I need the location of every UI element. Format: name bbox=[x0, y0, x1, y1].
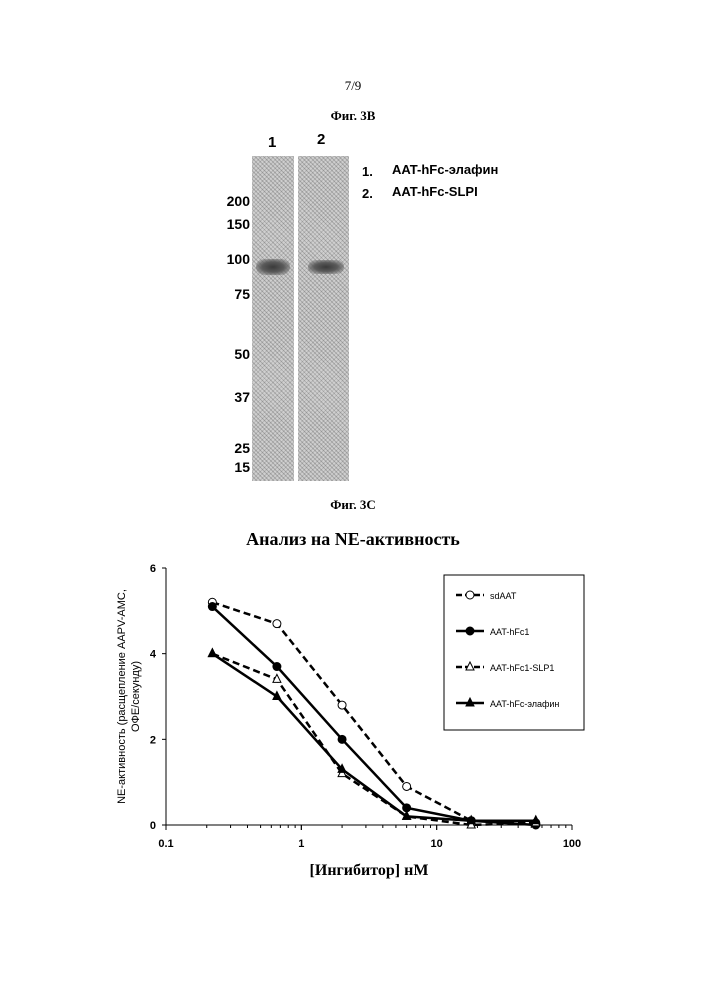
lane-label-1: 1 bbox=[268, 134, 276, 151]
gel-band-lane-2 bbox=[308, 260, 344, 274]
mw-marker-150: 150 bbox=[210, 216, 250, 232]
gel-legend-label-2: AAT-hFc-SLPI bbox=[392, 184, 478, 199]
mw-marker-200: 200 bbox=[210, 193, 250, 209]
x-tick-label: 1 bbox=[298, 838, 304, 850]
chart-legend: sdAAT AAT-hFc1 AAT-hFc1-SLP1 AAT-hFc-элафин bbox=[444, 575, 584, 730]
legend-entry-label: AAT-hFc1 bbox=[490, 627, 529, 637]
x-axis-label: [Ингибитор] нМ bbox=[310, 862, 429, 879]
mw-marker-75: 75 bbox=[210, 286, 250, 302]
mw-marker-100: 100 bbox=[210, 251, 250, 267]
y-tick-label: 0 bbox=[150, 820, 156, 832]
data-point bbox=[273, 620, 281, 628]
y-axis-label-line: ОФЕ/секунду) bbox=[130, 661, 142, 732]
figure-3c-title: Фиг. 3С bbox=[0, 497, 706, 513]
ne-activity-chart: 0 2 4 6 0.1 1 10 100 sdAAT AAT-hFc1 AAT-hFc1-SLP1… bbox=[0, 555, 706, 885]
x-tick-label: 100 bbox=[563, 838, 581, 850]
gel-legend-num-1: 1. bbox=[362, 164, 373, 179]
legend-entry-label: AAT-hFc1-SLP1 bbox=[490, 663, 554, 673]
data-point bbox=[273, 663, 281, 671]
legend-marker bbox=[466, 591, 474, 599]
y-tick-label: 6 bbox=[150, 563, 156, 575]
x-tick-label: 10 bbox=[431, 838, 443, 850]
x-tick-label: 0.1 bbox=[158, 838, 173, 850]
mw-marker-50: 50 bbox=[210, 346, 250, 362]
page-number: 7/9 bbox=[0, 78, 706, 94]
legend-entry-label: sdAAT bbox=[490, 591, 517, 601]
data-point bbox=[208, 603, 216, 611]
gel-legend-num-2: 2. bbox=[362, 186, 373, 201]
data-point bbox=[338, 735, 346, 743]
data-point bbox=[403, 782, 411, 790]
y-axis-label-line: NE-активность (расщепление AAPV-AMC, bbox=[116, 589, 128, 804]
mw-marker-25: 25 bbox=[210, 440, 250, 456]
chart-title: Анализ на NE-активность bbox=[0, 529, 706, 550]
data-point bbox=[208, 649, 216, 657]
y-tick-label: 2 bbox=[150, 734, 156, 746]
lane-label-2: 2 bbox=[317, 131, 325, 148]
mw-marker-15: 15 bbox=[210, 459, 250, 475]
data-point bbox=[338, 701, 346, 709]
y-axis-label: NE-активность (расщепление AAPV-AMC,ОФЕ/… bbox=[116, 589, 142, 804]
gel-band-lane-1 bbox=[256, 259, 290, 275]
gel-lane-1 bbox=[252, 156, 294, 481]
gel-lane-2 bbox=[298, 156, 349, 481]
mw-marker-37: 37 bbox=[210, 389, 250, 405]
gel-legend-label-1: AAT-hFc-элафин bbox=[392, 162, 498, 177]
y-tick-label: 4 bbox=[150, 649, 157, 661]
legend-entry-label: AAT-hFc-элафин bbox=[490, 699, 559, 709]
legend-marker bbox=[466, 627, 474, 635]
figure-3b-title: Фиг. 3В bbox=[0, 108, 706, 124]
